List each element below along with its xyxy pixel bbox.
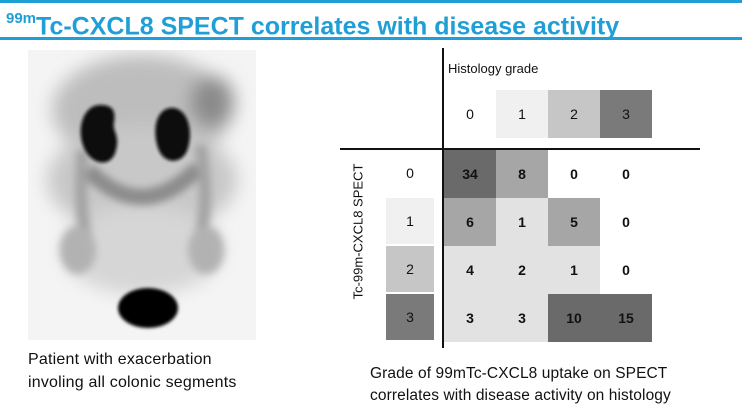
table-cell: 0 <box>600 150 652 198</box>
table-caption-line-1: Grade of 99mTc-CXCL8 uptake on SPECT <box>370 365 668 382</box>
title-text: Tc-CXCL8 SPECT correlates with disease a… <box>36 12 620 41</box>
table-cell: 0 <box>600 246 652 294</box>
histology-axis-label: Histology grade <box>448 61 539 76</box>
table-cell: 1 <box>496 198 548 246</box>
histology-grade-header: 3 <box>600 90 652 138</box>
spect-grade-header: 1 <box>386 198 434 244</box>
table-cell: 3 <box>444 294 496 342</box>
table-cell: 5 <box>548 198 600 246</box>
table-cell: 3 <box>496 294 548 342</box>
horizontal-divider <box>340 148 700 150</box>
histology-grade-header: 1 <box>496 90 548 138</box>
table-cell: 0 <box>600 198 652 246</box>
table-cell: 10 <box>548 294 600 342</box>
table-cell: 34 <box>444 150 496 198</box>
histology-grade-header: 0 <box>444 90 496 138</box>
title-superscript: 99m <box>6 10 37 27</box>
table-caption: Grade of 99mTc-CXCL8 uptake on SPECT cor… <box>370 363 740 407</box>
scan-caption-line-2: involing all colonic segments <box>28 374 237 391</box>
histology-grade-header: 2 <box>548 90 600 138</box>
spect-grade-header: 3 <box>386 294 434 340</box>
table-cell: 15 <box>600 294 652 342</box>
table-cell: 1 <box>548 246 600 294</box>
table-cell: 8 <box>496 150 548 198</box>
table-cell: 6 <box>444 198 496 246</box>
page-title: 99mTc-CXCL8 SPECT correlates with diseas… <box>6 5 619 42</box>
spect-grade-header: 2 <box>386 246 434 292</box>
spect-scan-image <box>28 50 256 340</box>
table-caption-line-2: correlates with disease activity on hist… <box>370 387 671 404</box>
scan-caption-line-1: Patient with exacerbation <box>28 351 212 368</box>
correlation-table: Tc-99m-CXCL8 SPECT 0 1 2 3 0 1 2 3 34 8 0 0 6 1 5 0 4 2 1 0… <box>340 48 700 348</box>
table-cell: 0 <box>548 150 600 198</box>
table-cell: 2 <box>496 246 548 294</box>
vertical-divider <box>442 48 444 348</box>
table-cell: 4 <box>444 246 496 294</box>
scan-caption: Patient with exacerbation involing all c… <box>28 348 318 394</box>
title-bar: 99mTc-CXCL8 SPECT correlates with diseas… <box>0 0 742 40</box>
spect-axis-label: Tc-99m-CXCL8 SPECT <box>350 163 366 300</box>
spect-grade-header: 0 <box>386 150 434 196</box>
